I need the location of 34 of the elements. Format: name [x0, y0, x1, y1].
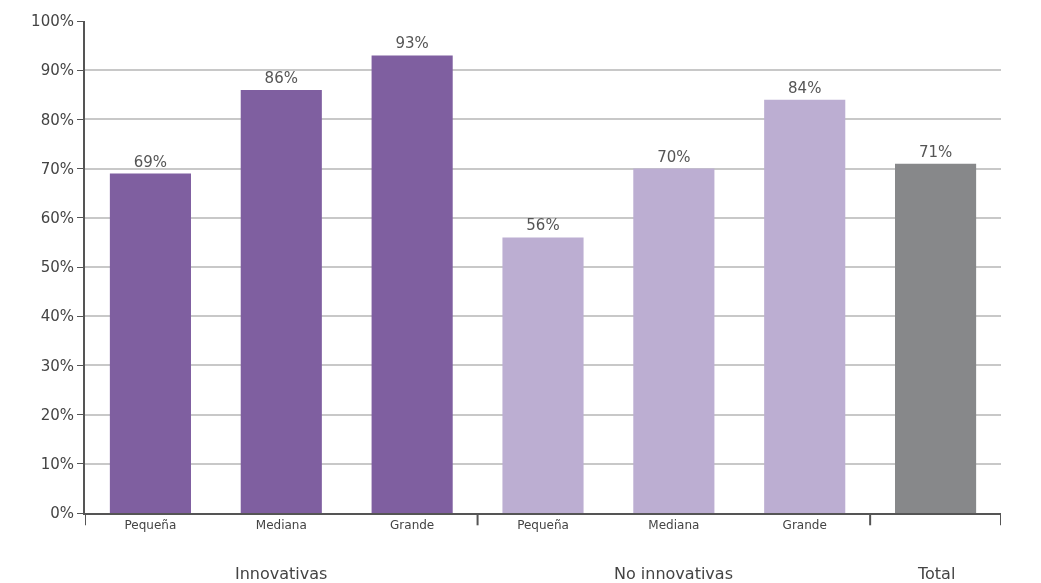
data-label: 56%: [526, 216, 560, 235]
data-label: 71%: [918, 142, 953, 161]
x-tick-label: Grande: [390, 518, 435, 533]
y-tick-label: 20%: [40, 405, 74, 424]
bar: [240, 89, 322, 513]
x-tick-label: Pequeña: [517, 518, 569, 533]
x-tick-label: Mediana: [255, 518, 307, 533]
x-tick-label: Pequeña: [124, 518, 177, 533]
data-label: 84%: [788, 78, 822, 97]
y-tick-label: 10%: [40, 455, 74, 474]
data-label: 70%: [657, 147, 691, 166]
text: No innovativas: [614, 564, 733, 583]
bar: [764, 99, 846, 513]
y-tick-label: 30%: [40, 356, 74, 375]
bar: [502, 237, 584, 513]
text: Total: [917, 564, 956, 583]
y-tick-label: 0%: [50, 504, 74, 523]
y-tick-label: 60%: [40, 209, 74, 228]
bar: [109, 173, 191, 513]
data-label: 86%: [264, 68, 298, 87]
text: Innovativas: [235, 564, 328, 583]
x-tick-label: Mediana: [648, 518, 700, 533]
bar: [371, 55, 453, 513]
bar: [633, 168, 715, 513]
y-tick-label: 40%: [40, 307, 74, 326]
y-tick-label: 50%: [40, 258, 74, 277]
x-tick-label: Grande: [782, 518, 827, 533]
y-tick-label: 80%: [40, 110, 74, 129]
bar: [895, 163, 977, 513]
data-label: 93%: [395, 34, 429, 53]
y-tick-label: 90%: [40, 61, 74, 80]
data-label: 69%: [133, 152, 168, 171]
y-tick-label: 70%: [40, 159, 74, 178]
y-tick-label: 100%: [31, 12, 74, 31]
